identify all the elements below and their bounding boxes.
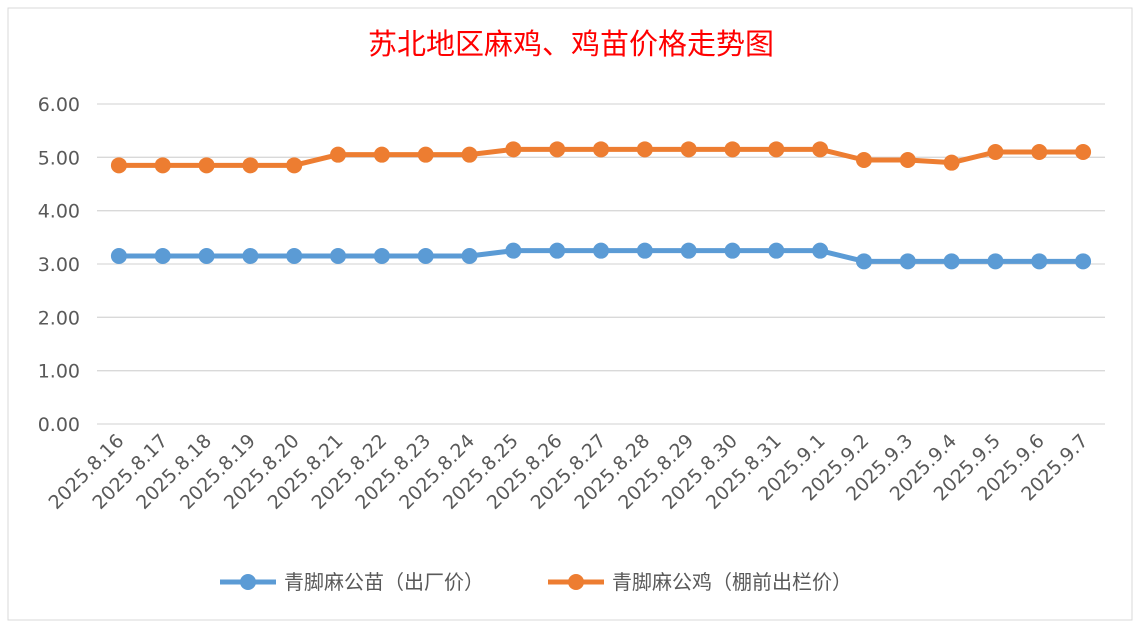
y-tick-label: 5.00 (38, 147, 80, 169)
series-0 (110, 242, 1092, 270)
data-point (812, 141, 829, 158)
data-point (899, 253, 916, 270)
data-point (680, 141, 697, 158)
data-point (242, 157, 259, 174)
data-point (286, 157, 303, 174)
data-point (505, 242, 522, 259)
data-point (330, 146, 347, 163)
data-point (461, 248, 478, 264)
data-point (1075, 144, 1092, 160)
data-point (242, 248, 259, 264)
data-point (505, 141, 522, 158)
data-point (330, 248, 347, 264)
series-1 (110, 141, 1092, 174)
data-point (724, 242, 741, 259)
data-point (1031, 253, 1048, 270)
data-point (987, 144, 1004, 160)
legend-marker (568, 574, 584, 590)
data-point (899, 152, 916, 168)
data-point (373, 248, 390, 264)
data-point (855, 253, 872, 270)
data-point (1075, 253, 1092, 270)
data-point (724, 141, 741, 158)
y-tick-label: 6.00 (38, 94, 80, 116)
legend-label: 青脚麻公苗（出厂价） (284, 570, 484, 594)
data-point (987, 253, 1004, 270)
data-point (417, 146, 434, 163)
data-point (110, 248, 127, 264)
legend-item-0[interactable]: 青脚麻公苗（出厂价） (220, 570, 484, 594)
data-point (636, 141, 653, 158)
data-point (417, 248, 434, 264)
y-tick-label: 2.00 (38, 307, 80, 329)
data-point (198, 157, 215, 174)
data-point (768, 141, 785, 158)
data-point (154, 248, 171, 264)
data-point (549, 141, 566, 158)
data-point (373, 146, 390, 163)
data-point (198, 248, 215, 264)
data-point (110, 157, 127, 174)
legend-item-1[interactable]: 青脚麻公鸡（棚前出栏价） (548, 570, 852, 594)
data-point (812, 242, 829, 259)
legend-marker (240, 574, 256, 590)
data-point (636, 242, 653, 259)
data-point (943, 154, 960, 171)
data-point (461, 146, 478, 163)
data-point (855, 152, 872, 168)
legend-label: 青脚麻公鸡（棚前出栏价） (612, 570, 852, 594)
chart-title: 苏北地区麻鸡、鸡苗价格走势图 (368, 27, 774, 61)
data-point (549, 242, 566, 259)
y-tick-label: 4.00 (38, 201, 80, 223)
data-point (154, 157, 171, 174)
data-point (768, 242, 785, 259)
data-point (593, 141, 609, 158)
data-point (680, 242, 697, 259)
data-point (943, 253, 960, 270)
chart-border (7, 7, 1133, 621)
data-point (593, 242, 609, 259)
data-point (1031, 144, 1048, 160)
y-tick-label: 0.00 (38, 414, 80, 436)
y-tick-label: 3.00 (38, 254, 80, 276)
y-tick-label: 1.00 (38, 361, 80, 383)
data-point (286, 248, 303, 264)
